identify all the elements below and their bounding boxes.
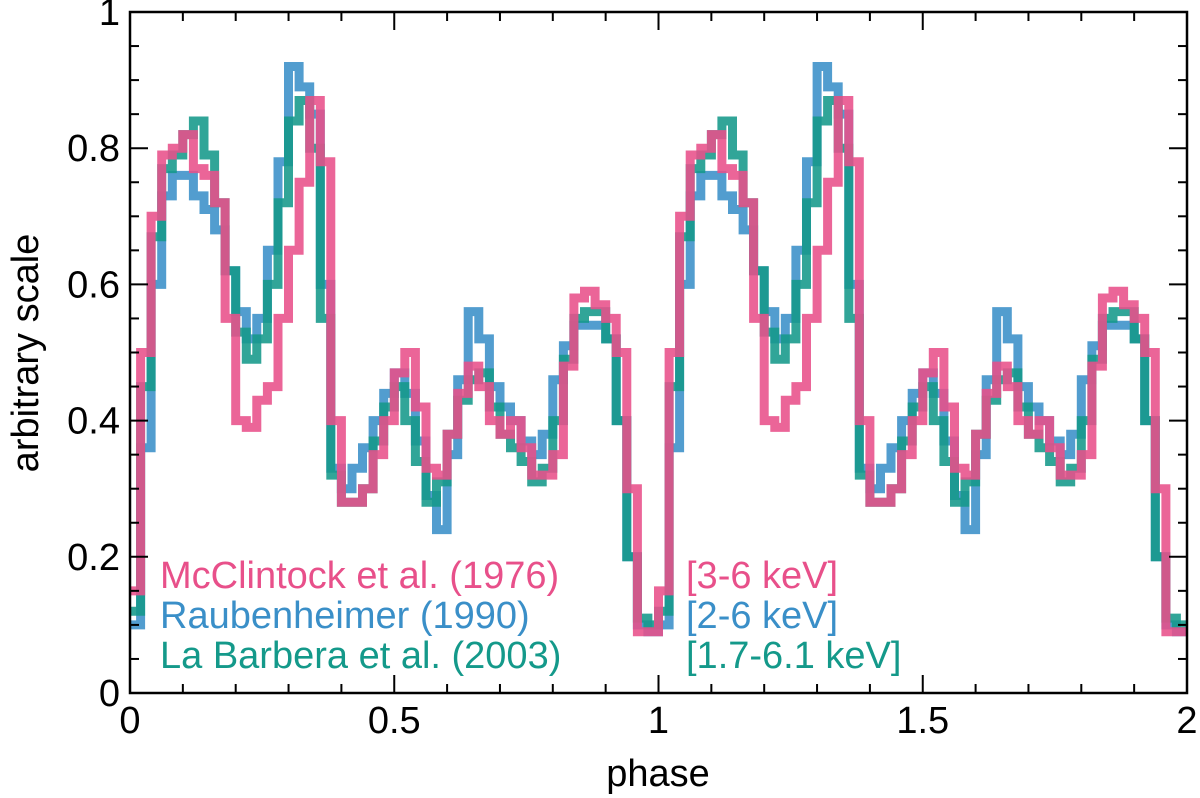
legend-entry-name: La Barbera et al. (2003) [160,635,561,677]
y-tick-label: 0.2 [67,537,120,579]
x-tick-label: 2 [1176,700,1197,742]
y-tick-label: 0.8 [67,128,120,170]
y-tick-label: 0.4 [67,401,120,443]
x-tick-label: 1 [648,700,669,742]
y-tick-label: 1 [99,0,120,34]
legend-entry-name: Raubenheimer (1990) [160,595,530,637]
legend: McClintock et al. (1976) [3-6 keV] Raubenh… [160,555,901,677]
x-tick-label: 0.5 [368,700,421,742]
y-axis-title: arbitrary scale [5,234,47,473]
axes: 0 0.5 1 1.5 2 0 0.2 0.4 0.6 0.8 1 [67,0,1197,742]
y-tick-label: 0.6 [67,264,120,306]
series-layer [130,62,1187,637]
legend-entry-energy: [1.7-6.1 keV] [686,635,901,677]
y-tick-label: 0 [99,673,120,715]
legend-entry-energy: [2-6 keV] [686,595,838,637]
x-axis-title: phase [606,753,710,795]
series-line-1 [130,96,1187,637]
x-tick-label: 0 [119,700,140,742]
x-tick-label: 1.5 [896,700,949,742]
legend-entry-name: McClintock et al. (1976) [160,555,559,597]
legend-entry-energy: [3-6 keV] [686,555,838,597]
